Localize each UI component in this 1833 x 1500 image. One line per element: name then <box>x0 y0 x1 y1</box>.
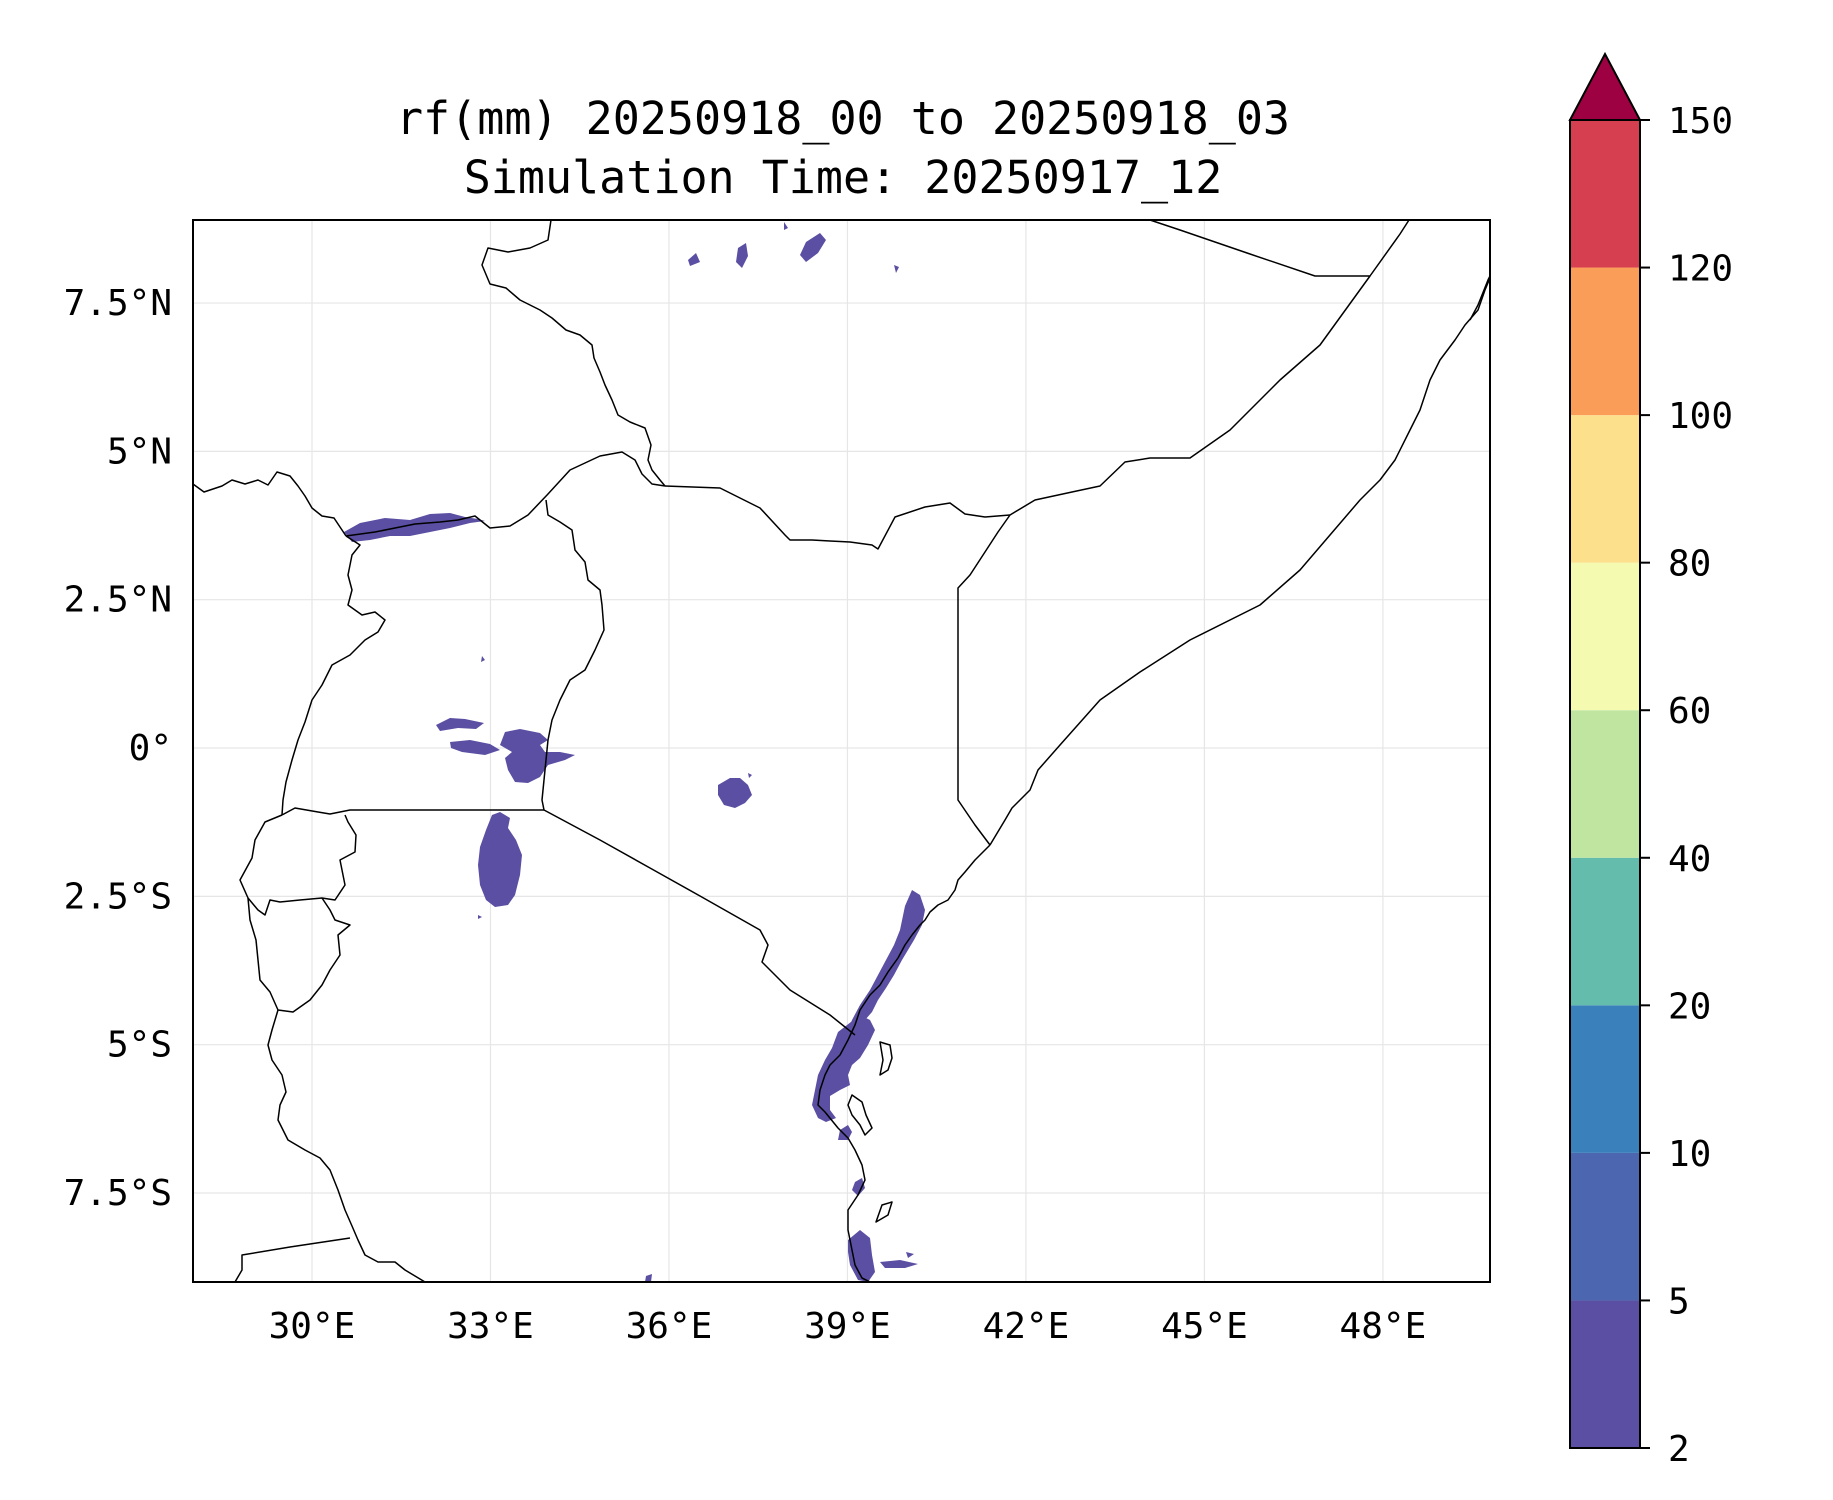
rain-patch-coast-south-2 <box>852 1178 865 1196</box>
border-sudan-south-sudan <box>192 471 347 537</box>
colorbar-band <box>1570 120 1640 268</box>
border-tanzania-west <box>267 1009 426 1283</box>
lon-tick-label: 42°E <box>983 1306 1070 1347</box>
rain-patch-tanzania-small <box>645 1274 652 1282</box>
coast-kenya-tanzania <box>817 844 991 1283</box>
border-tanzania-burundi <box>247 897 351 1013</box>
lat-tick-label: 2.5°N <box>64 580 172 621</box>
rain-patch-coast-south-3 <box>848 1230 875 1282</box>
lon-tick-label: 30°E <box>269 1306 356 1347</box>
border-kenya-tanzania <box>543 809 856 1036</box>
colorbar-tick-label: 40 <box>1668 839 1711 880</box>
lat-tick-label: 7.5°N <box>64 283 172 324</box>
colorbar-tick-label: 20 <box>1668 986 1711 1027</box>
colorbar-tick-label: 2 <box>1668 1429 1690 1470</box>
border-south-sudan-north <box>345 451 666 537</box>
rain-patch-coast-south-4 <box>880 1260 918 1268</box>
island-zanzibar <box>847 1094 873 1136</box>
colorbar-tick-label: 120 <box>1668 249 1733 290</box>
rain-patch-kenya-dot <box>748 773 752 778</box>
lat-tick-label: 5°S <box>107 1025 172 1066</box>
map-title-line-2: Simulation Time: 20250917_12 <box>463 151 1223 204</box>
rain-patch-coast-mid <box>812 1015 875 1122</box>
border-zambia-malawi <box>234 1237 351 1283</box>
colorbar-tick-label: 10 <box>1668 1134 1711 1175</box>
country-borders <box>192 219 1491 1283</box>
coast-somalia-north <box>1469 275 1491 321</box>
colorbar: 2 5 10 20 40 60 80 100 120 150 <box>1568 51 1733 1470</box>
border-ethiopia-kenya <box>664 485 1011 550</box>
rain-patch-sudan-north-2 <box>736 243 748 268</box>
rain-patch-lake-victoria-north <box>500 729 575 783</box>
rainfall-areas <box>344 222 925 1282</box>
map-background <box>193 220 1490 1282</box>
lat-tick-label: 2.5°S <box>64 876 172 917</box>
rain-patch-uganda-small <box>481 656 485 662</box>
rain-patch-sudan-north-3 <box>800 233 826 262</box>
island-mafia <box>875 1201 893 1223</box>
colorbar-band <box>1570 857 1640 1006</box>
rain-patch-coast-south-5 <box>906 1252 914 1258</box>
lon-tick-label: 39°E <box>804 1306 891 1347</box>
colorbar-ticks: 2 5 10 20 40 60 80 100 120 150 <box>1640 101 1733 1470</box>
rain-patch-sudan-north-1 <box>688 253 700 266</box>
colorbar-tick-label: 60 <box>1668 691 1711 732</box>
lon-tick-label: 48°E <box>1340 1306 1427 1347</box>
lat-tick-label: 0° <box>129 728 172 769</box>
rain-patch-uganda-1 <box>436 718 484 731</box>
latitude-tick-labels: 7.5°N 5°N 2.5°N 0° 2.5°S 5°S 7.5°S <box>64 283 172 1214</box>
lat-tick-label: 5°N <box>107 431 172 472</box>
colorbar-frame <box>1569 119 1641 1449</box>
colorbar-tick-label: 100 <box>1668 396 1733 437</box>
border-somalia-north <box>1149 219 1410 277</box>
rain-patch-lake-victoria-south <box>478 812 522 907</box>
lon-tick-label: 45°E <box>1161 1306 1248 1347</box>
colorbar-tick-label: 150 <box>1668 101 1733 142</box>
map-title-line-1: rf(mm) 20250918_00 to 20250918_03 <box>395 92 1291 145</box>
map-frame <box>192 219 1491 1283</box>
lon-tick-label: 36°E <box>626 1306 713 1347</box>
rain-patch-uganda-2 <box>450 740 500 755</box>
border-ethiopia-somalia <box>1009 275 1371 516</box>
lat-tick-label: 7.5°S <box>64 1173 172 1214</box>
map-panel <box>192 219 1491 1283</box>
rain-patch-sudan-north-4 <box>784 222 788 230</box>
colorbar-band <box>1570 562 1640 711</box>
island-pemba <box>879 1041 893 1076</box>
colorbar-tick-label: 80 <box>1668 544 1711 585</box>
border-kenya-somalia <box>957 514 1011 846</box>
rain-patch-kenya-central <box>718 778 752 808</box>
gridlines <box>193 220 1490 1282</box>
border-uganda-south <box>281 807 544 816</box>
border-uganda-kenya-lake <box>541 779 545 811</box>
rain-patch-coast-south-1 <box>838 1125 852 1140</box>
longitude-tick-labels: 30°E 33°E 36°E 39°E 42°E 45°E 48°E <box>269 1306 1427 1347</box>
colorbar-bands <box>1570 120 1640 1448</box>
rain-patch-lake-victoria-south-dot <box>478 915 482 919</box>
colorbar-band <box>1570 1152 1640 1301</box>
colorbar-tick-label: 5 <box>1668 1281 1690 1322</box>
border-ethiopia-sudan-west <box>481 219 666 487</box>
colorbar-band <box>1570 710 1640 858</box>
border-rwanda-burundi <box>239 814 357 916</box>
lon-tick-label: 33°E <box>447 1306 534 1347</box>
colorbar-band <box>1570 1300 1640 1448</box>
rain-patch-coast-north <box>832 890 925 1060</box>
border-dr-congo-uganda <box>281 535 386 816</box>
colorbar-band <box>1570 267 1640 416</box>
colorbar-band <box>1570 415 1640 563</box>
colorbar-extend-triangle <box>1568 51 1642 121</box>
border-south-sudan-uganda-kenya <box>543 499 605 781</box>
rain-patch-sudan-north-5 <box>894 265 899 273</box>
colorbar-band <box>1570 1005 1640 1153</box>
coast-kenya-somalia <box>989 277 1491 846</box>
